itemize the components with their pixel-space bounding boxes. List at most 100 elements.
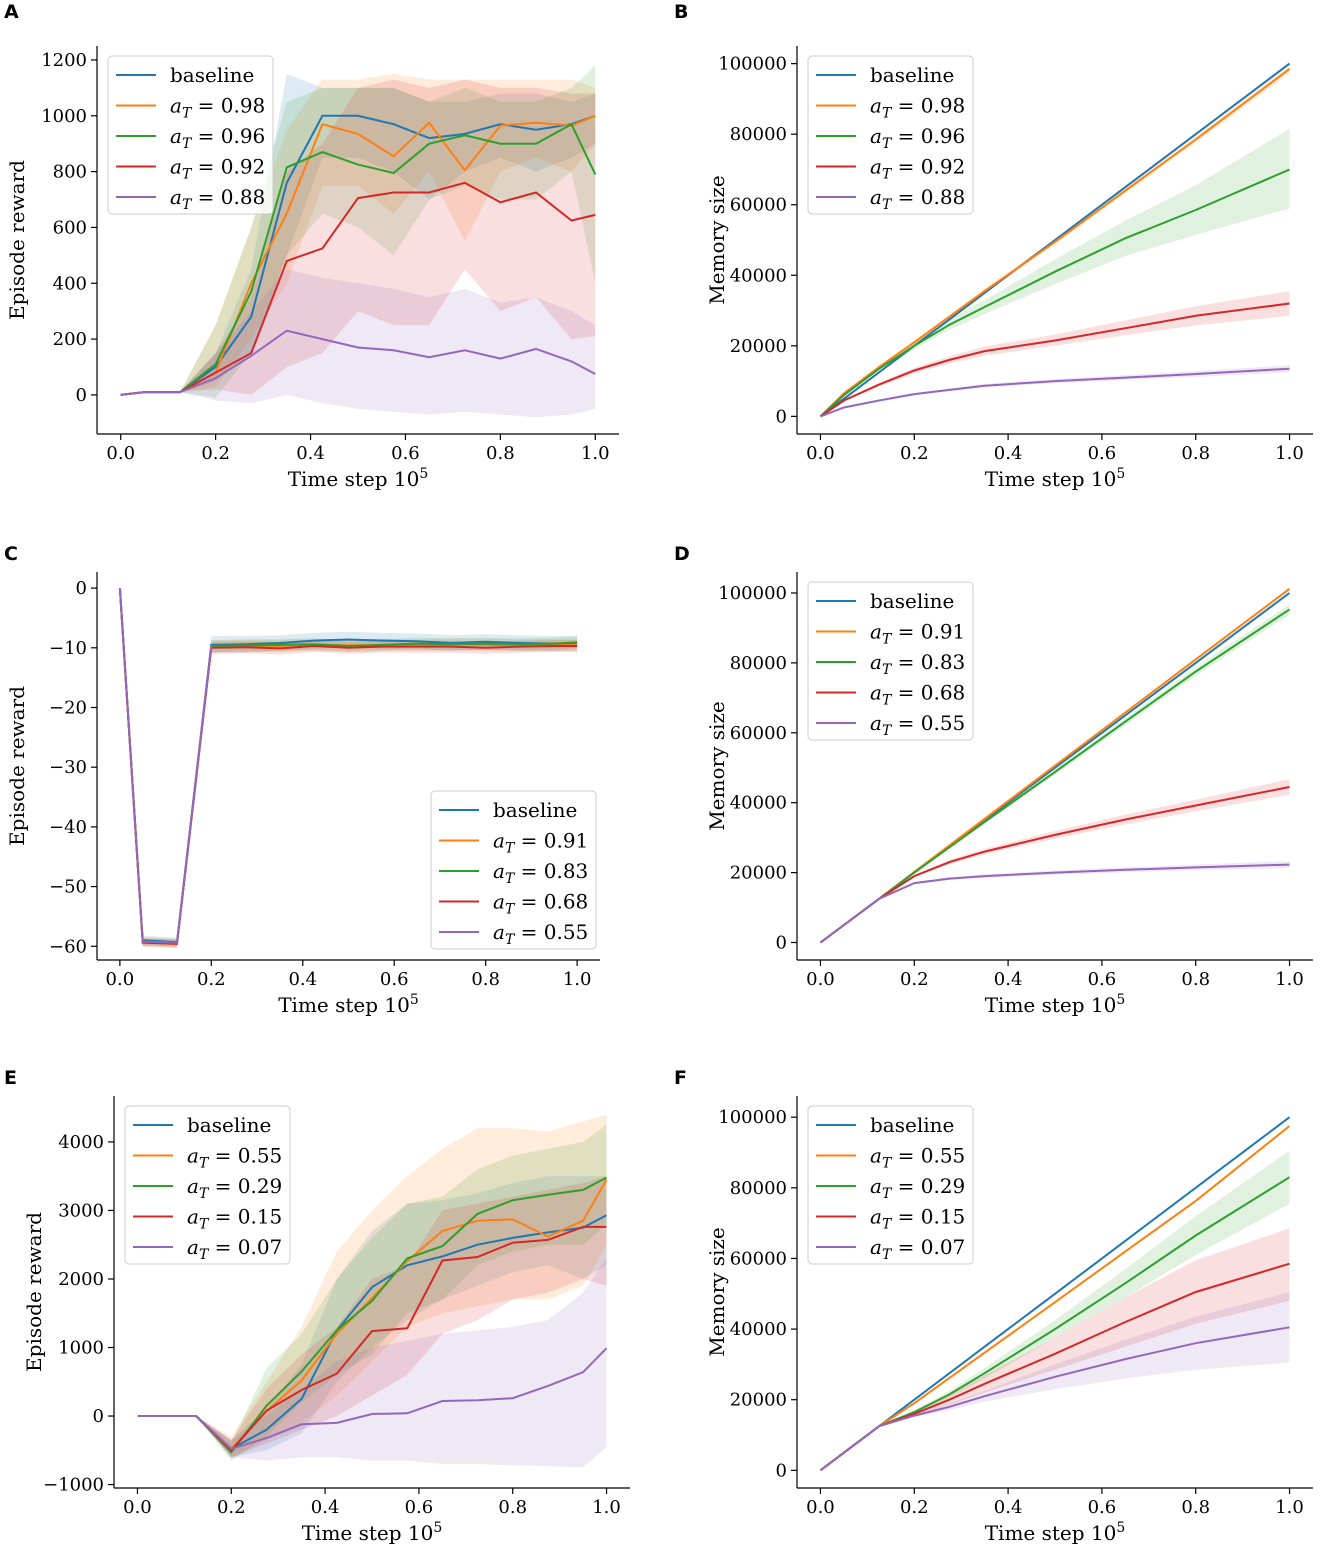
line-series-3 [120, 181, 596, 396]
legend-subscript: T [882, 1186, 893, 1202]
band-series-3 [820, 291, 1290, 417]
y-tick-label: −1000 [43, 1475, 104, 1496]
legend-label-3: aT = 0.68 [870, 681, 965, 709]
legend-subscript: T [182, 106, 193, 122]
legend-subscript: T [199, 1217, 210, 1233]
legend-label-3: aT = 0.15 [870, 1205, 965, 1233]
panel-letter: A [4, 1, 19, 23]
legend-label-0: baseline [187, 1113, 271, 1137]
x-tick-label: 0.4 [311, 1497, 340, 1518]
x-tick-label: 1.0 [1275, 1497, 1304, 1518]
x-axis-label-exponent: 5 [1116, 466, 1125, 482]
legend-subscript: T [505, 932, 516, 948]
legend-subscript: T [505, 902, 516, 918]
y-tick-label: 0 [776, 1460, 787, 1481]
band-series-3 [820, 779, 1290, 943]
legend-value: = 0.83 [514, 859, 588, 883]
x-tick-label: 0.6 [1088, 969, 1117, 990]
band-series-4 [820, 365, 1290, 417]
panel-b: B 0.0 0.2 0.4 0.6 0.8 1.0 0 20000 40000 60000 80000… [674, 1, 1313, 491]
y-tick-label: 800 [53, 162, 87, 183]
x-axis-label-exponent: 5 [419, 466, 428, 482]
x-axis-label: Time step 105 [302, 1520, 443, 1545]
y-tick-label: 60000 [730, 195, 787, 216]
panel-letter: C [4, 543, 18, 565]
x-axis-label-exponent: 5 [1116, 992, 1125, 1008]
y-tick-label: 0 [93, 1406, 104, 1427]
y-tick-label: 1200 [41, 50, 87, 71]
legend-value: = 0.92 [891, 155, 965, 179]
y-axis-label: Memory size [705, 1227, 729, 1357]
line-series-4 [118, 588, 213, 944]
y-tick-label: 60000 [730, 723, 787, 744]
legend-symbol: a [493, 920, 505, 944]
legend-box [807, 581, 974, 741]
x-axis-label: Time step 105 [985, 1520, 1126, 1545]
legend-symbol: a [870, 1144, 882, 1168]
y-tick-label: 80000 [730, 124, 787, 145]
y-axis-label: Episode reward [22, 1212, 46, 1372]
x-axis-label: Time step 105 [288, 466, 429, 491]
legend-label-2: aT = 0.96 [870, 124, 965, 152]
legend-symbol: a [170, 185, 182, 209]
line-series-4 [120, 329, 596, 396]
x-tick-label: 0.6 [1088, 443, 1117, 464]
band-series-4 [820, 1292, 1290, 1471]
legend-label-4: aT = 0.07 [187, 1235, 282, 1263]
legend-label-2: aT = 0.83 [870, 650, 965, 678]
legend-value: = 0.98 [891, 94, 965, 118]
line-series-4 [819, 863, 1290, 944]
x-tick-label: 0.8 [1181, 1497, 1210, 1518]
y-axis-label: Episode reward [5, 686, 29, 846]
legend-label-0: baseline [870, 589, 954, 613]
legend-subscript: T [182, 136, 193, 152]
legend-label-2: aT = 0.29 [187, 1174, 282, 1202]
x-tick-label: 0.8 [498, 1497, 527, 1518]
panel-letter: B [674, 1, 688, 23]
legend-symbol: a [870, 94, 882, 118]
x-tick-label: 0.0 [106, 969, 135, 990]
legend-symbol: a [170, 124, 182, 148]
y-tick-label: −10 [49, 638, 87, 659]
band-series-3 [137, 1176, 607, 1458]
y-tick-label: 40000 [730, 793, 787, 814]
legend-subscript: T [505, 871, 516, 887]
x-tick-label: 1.0 [581, 443, 610, 464]
x-tick-label: 0.4 [288, 969, 317, 990]
legend-symbol: a [493, 890, 505, 914]
y-tick-label: 2000 [58, 1269, 104, 1290]
legend-value: = 0.96 [191, 124, 265, 148]
legend-subscript: T [182, 197, 193, 213]
legend-symbol: a [870, 1235, 882, 1259]
x-tick-label: 1.0 [1275, 969, 1304, 990]
legend-value: = 0.15 [891, 1205, 965, 1229]
legend-box [107, 55, 274, 215]
x-tick-label: 0.0 [806, 1497, 835, 1518]
legend-subscript: T [199, 1247, 210, 1263]
legend-label-1: aT = 0.91 [870, 620, 965, 648]
legend-label-2: aT = 0.96 [170, 124, 265, 152]
panel-letter: E [4, 1067, 17, 1089]
legend-label-4: aT = 0.07 [870, 1235, 965, 1263]
legend-subscript: T [882, 136, 893, 152]
legend-symbol: a [870, 1174, 882, 1198]
line-series-1 [819, 68, 1291, 418]
x-axis-label-base: Time step 10 [288, 467, 420, 491]
x-tick-label: 0.0 [806, 969, 835, 990]
y-tick-label: −20 [49, 698, 87, 719]
panel-letter: D [674, 543, 690, 565]
legend-value: = 0.07 [208, 1235, 282, 1259]
x-tick-label: 0.8 [486, 443, 515, 464]
panel-c: C 0.0 0.2 0.4 0.6 0.8 1.0 0 −10 −20 −30 −40 −50 −60 Ti… [4, 543, 600, 1017]
x-tick-label: 0.0 [106, 443, 135, 464]
y-axis-label: Episode reward [5, 160, 29, 320]
legend-value: = 0.55 [208, 1144, 282, 1168]
legend-subscript: T [882, 197, 893, 213]
x-tick-label: 0.2 [201, 443, 230, 464]
legend-value: = 0.15 [208, 1205, 282, 1229]
legend-symbol: a [870, 650, 882, 674]
